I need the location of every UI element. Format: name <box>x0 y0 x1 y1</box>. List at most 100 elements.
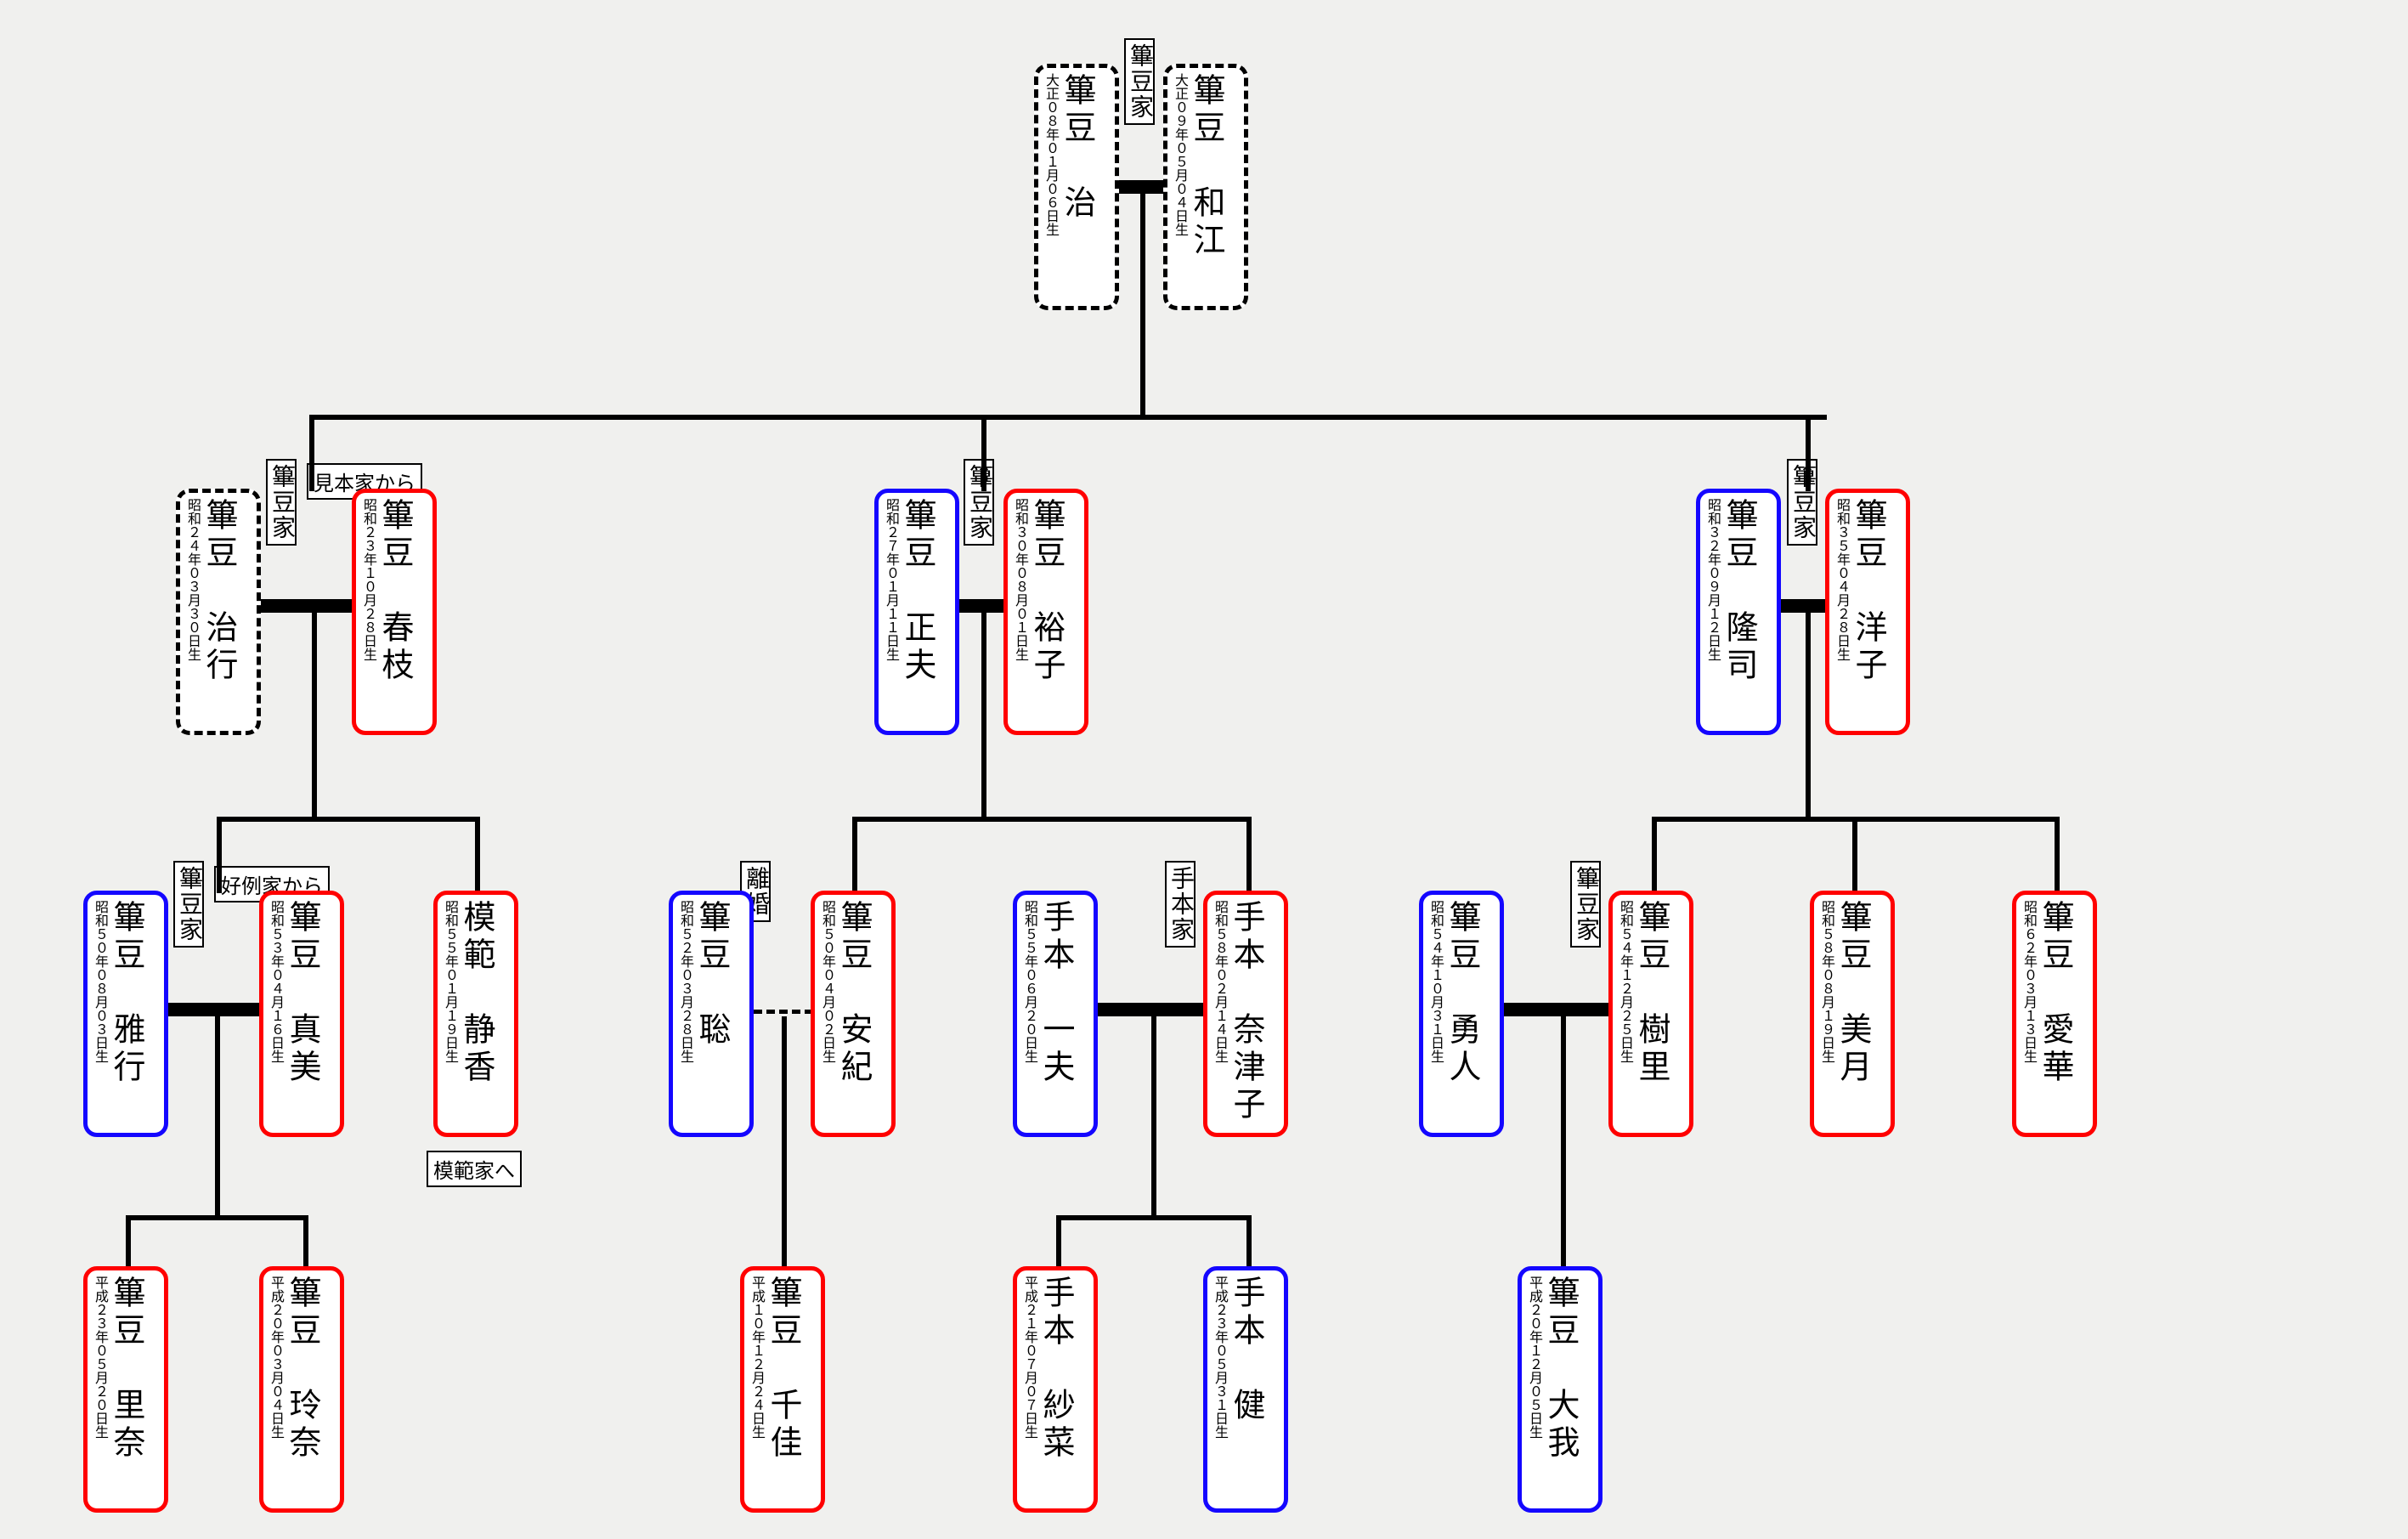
edge <box>217 817 480 822</box>
person-harue: 昭和２３年１０月２８日生 篳豆 春枝 <box>352 489 437 735</box>
birth-text: 昭和５４年１２月２５日生 <box>1618 900 1631 1128</box>
name-text: 篳豆 美月 <box>1836 900 1868 1128</box>
name-text: 篳豆 正夫 <box>901 498 933 726</box>
name-text: 篳豆 治行 <box>202 498 235 726</box>
person-ryuji: 昭和３２年０９月１２日生 篳豆 隆司 <box>1696 489 1781 735</box>
birth-text: 平成２３年０５月３１日生 <box>1212 1276 1226 1503</box>
edge <box>215 1016 220 1220</box>
birth-text: 昭和５０年０８月０３日生 <box>93 900 106 1128</box>
house-label-g3b: 手本家 <box>1165 861 1196 948</box>
person-shizuka: 昭和５５年０１月１９日生 模範 静香 <box>433 891 518 1137</box>
person-hayato: 昭和５４年１０月３１日生 篳豆 勇人 <box>1419 891 1504 1137</box>
name-text: 篳豆 真美 <box>285 900 318 1128</box>
edge <box>168 1003 262 1016</box>
name-text: 篳豆 玲奈 <box>285 1276 318 1503</box>
person-mizuki: 昭和５８年０８月１９日生 篳豆 美月 <box>1810 891 1895 1137</box>
edge <box>475 817 480 893</box>
person-kazue: 大正０９年０５月０４日生 篳豆 和江 <box>1163 64 1248 310</box>
edge <box>126 1215 131 1266</box>
birth-text: 昭和５０年０４月０２日生 <box>820 900 834 1128</box>
person-sana: 平成２１年０７月０７日生 手本 紗菜 <box>1013 1266 1098 1513</box>
edge <box>1056 1215 1061 1266</box>
birth-text: 昭和５８年０２月１４日生 <box>1212 900 1226 1128</box>
edge <box>1119 180 1166 194</box>
edge <box>1652 817 1657 893</box>
name-text: 篳豆 千佳 <box>766 1276 799 1503</box>
birth-text: 平成２０年０３月０４日生 <box>268 1276 282 1503</box>
name-text: 手本 紗菜 <box>1039 1276 1071 1503</box>
person-yoko: 昭和３５年０４月２８日生 篳豆 洋子 <box>1825 489 1910 735</box>
house-label-g2c: 篳豆家 <box>1787 459 1817 546</box>
name-text: 篳豆 樹里 <box>1635 900 1667 1128</box>
house-label-g2b: 篳豆家 <box>964 459 994 546</box>
edge <box>2055 817 2060 893</box>
person-haruyuki: 昭和２４年０３月３０日生 篳豆 治行 <box>176 489 261 735</box>
birth-text: 昭和２３年１０月２８日生 <box>361 498 375 726</box>
edge <box>309 415 1827 420</box>
person-taiga: 平成２０年１２月０５日生 篳豆 大我 <box>1518 1266 1603 1513</box>
family-tree-canvas: 篳豆家 篳豆家 篳豆家 篳豆家 篳豆家 手本家 篳豆家 離婚 見本家から 好例家… <box>0 0 2408 1539</box>
edge <box>1056 1215 1252 1220</box>
name-text: 篳豆 春枝 <box>378 498 410 726</box>
edge <box>782 1016 787 1268</box>
person-mami: 昭和５３年０４月１６日生 篳豆 真美 <box>259 891 344 1137</box>
person-yuko: 昭和３０年０８月０１日生 篳豆 裕子 <box>1003 489 1088 735</box>
person-natsuko: 昭和５８年０２月１４日生 手本 奈津子 <box>1203 891 1288 1137</box>
name-text: 篳豆 和江 <box>1190 73 1222 301</box>
birth-text: 平成２３年０５月２０日生 <box>93 1276 106 1503</box>
person-rena: 平成２０年０３月０４日生 篳豆 玲奈 <box>259 1266 344 1513</box>
birth-text: 昭和５８年０８月１９日生 <box>1819 900 1833 1128</box>
name-text: 篳豆 治 <box>1060 73 1093 301</box>
edge <box>959 599 1006 613</box>
person-rina: 平成２３年０５月２０日生 篳豆 里奈 <box>83 1266 168 1513</box>
person-aki: 昭和５０年０４月０２日生 篳豆 安紀 <box>811 891 896 1137</box>
edge <box>217 817 222 893</box>
name-text: 篳豆 里奈 <box>110 1276 142 1503</box>
birth-text: 大正０９年０５月０４日生 <box>1173 73 1186 301</box>
person-juri: 昭和５４年１２月２５日生 篳豆 樹里 <box>1608 891 1693 1137</box>
person-masayuki: 昭和５０年０８月０３日生 篳豆 雅行 <box>83 891 168 1137</box>
edge <box>312 613 317 817</box>
birth-text: 昭和６２年０３月１３日生 <box>2021 900 2035 1128</box>
edge <box>1504 1003 1611 1016</box>
person-chika: 平成１０年１２月２４日生 篳豆 千佳 <box>740 1266 825 1513</box>
person-satoshi: 昭和５２年０３月２８日生 篳豆 聡 <box>669 891 754 1137</box>
house-label-g2a: 篳豆家 <box>266 459 297 546</box>
name-text: 手本 健 <box>1229 1276 1262 1503</box>
edge <box>303 1215 308 1266</box>
name-text: 篳豆 雅行 <box>110 900 142 1128</box>
house-label-top: 篳豆家 <box>1124 38 1155 125</box>
edge <box>852 817 857 893</box>
to-mohan-label: 模範家へ <box>427 1151 522 1187</box>
birth-text: 昭和５２年０３月２８日生 <box>678 900 692 1128</box>
birth-text: 昭和３５年０４月２８日生 <box>1834 498 1848 726</box>
edge <box>1151 1016 1156 1220</box>
edge <box>1781 599 1828 613</box>
name-text: 篳豆 大我 <box>1544 1276 1576 1503</box>
edge <box>981 415 986 491</box>
edge <box>1098 1003 1206 1016</box>
name-text: 篳豆 隆司 <box>1722 498 1755 726</box>
edge <box>126 1215 308 1220</box>
edge <box>309 415 314 491</box>
edge <box>1561 1016 1566 1268</box>
edge <box>1140 194 1145 415</box>
birth-text: 昭和５４年１０月３１日生 <box>1428 900 1442 1128</box>
name-text: 篳豆 勇人 <box>1445 900 1478 1128</box>
birth-text: 昭和２４年０３月３０日生 <box>185 498 199 726</box>
house-label-g3c: 篳豆家 <box>1570 861 1601 948</box>
person-masao: 昭和２７年０１月１１日生 篳豆 正夫 <box>874 489 959 735</box>
birth-text: 昭和３２年０９月１２日生 <box>1705 498 1719 726</box>
name-text: 篳豆 裕子 <box>1030 498 1062 726</box>
name-text: 手本 奈津子 <box>1229 900 1262 1128</box>
birth-text: 昭和３０年０８月０１日生 <box>1013 498 1026 726</box>
person-osamu: 大正０８年０１月０６日生 篳豆 治 <box>1034 64 1119 310</box>
person-kazuo: 昭和５５年０６月２０日生 手本 一夫 <box>1013 891 1098 1137</box>
name-text: 模範 静香 <box>460 900 492 1128</box>
birth-text: 平成２１年０７月０７日生 <box>1022 1276 1036 1503</box>
birth-text: 平成１０年１２月２４日生 <box>749 1276 763 1503</box>
edge <box>1806 613 1811 817</box>
house-label-g3a: 篳豆家 <box>173 861 204 948</box>
edge <box>1246 1215 1252 1266</box>
edge-divorce <box>754 1010 813 1014</box>
